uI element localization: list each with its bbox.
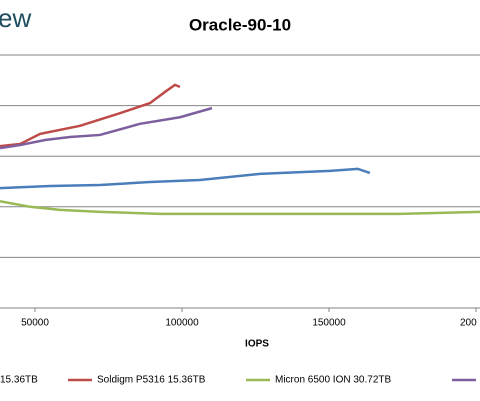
brand-logo: ew <box>0 3 31 33</box>
legend-label: Micron 6500 ION 30.72TB <box>275 375 391 386</box>
series-line <box>0 83 181 148</box>
chart-title: Oracle-90-10 <box>189 15 291 34</box>
series-line <box>0 106 213 150</box>
series-line <box>0 167 371 190</box>
legend-label: 15.36TB <box>0 375 38 386</box>
x-tick-label: 100000 <box>165 318 199 329</box>
x-tick-label: 50000 <box>21 318 49 329</box>
legend-label: Soldigm P5316 15.36TB <box>97 375 206 386</box>
x-axis-label: IOPS <box>245 339 269 350</box>
series-line <box>0 200 480 216</box>
x-tick-label: 200 <box>460 318 477 329</box>
x-tick-label: 150000 <box>312 318 346 329</box>
